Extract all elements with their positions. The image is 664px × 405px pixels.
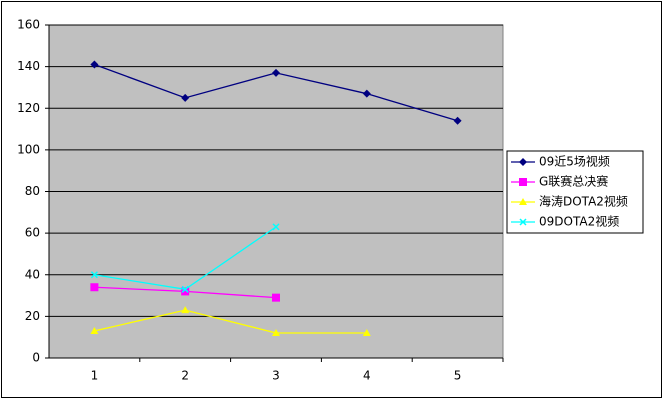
- legend-label: 海涛DOTA2视频: [539, 194, 628, 209]
- marker: [362, 89, 371, 98]
- marker: [272, 68, 280, 77]
- series-line: [94, 309, 367, 334]
- y-tick-label: 20: [25, 309, 40, 323]
- x-tick-label: 2: [181, 369, 189, 383]
- y-tick-label: 160: [17, 18, 40, 32]
- marker: [519, 218, 527, 226]
- legend-label: G联赛总决赛: [539, 174, 608, 189]
- legend-box: [506, 150, 644, 234]
- marker: [519, 158, 527, 166]
- marker: [90, 60, 99, 69]
- x-tick-label: 1: [91, 369, 99, 383]
- x-tick-label: 4: [363, 369, 371, 383]
- marker: [272, 223, 280, 231]
- marker: [90, 271, 98, 279]
- marker: [181, 93, 190, 102]
- marker: [272, 329, 280, 337]
- y-tick-label: 120: [17, 101, 40, 115]
- x-tick-label: 3: [272, 369, 280, 383]
- marker: [362, 329, 371, 337]
- marker: [181, 306, 190, 314]
- marker: [181, 287, 190, 296]
- y-tick-label: 60: [25, 226, 40, 240]
- legend-label: 09近5场视频: [539, 154, 610, 169]
- marker: [90, 283, 99, 292]
- marker: [272, 293, 280, 302]
- marker: [181, 285, 189, 293]
- legend-label: 09DOTA2视频: [539, 214, 619, 229]
- y-tick-label: 80: [25, 184, 40, 198]
- marker: [519, 178, 527, 186]
- marker: [90, 326, 99, 334]
- y-tick-label: 0: [32, 351, 40, 365]
- y-tick-label: 40: [25, 267, 40, 281]
- y-tick-label: 100: [17, 142, 40, 156]
- x-tick-label: 5: [454, 369, 462, 383]
- y-tick-label: 140: [17, 59, 40, 73]
- marker: [519, 198, 527, 205]
- marker: [453, 116, 462, 125]
